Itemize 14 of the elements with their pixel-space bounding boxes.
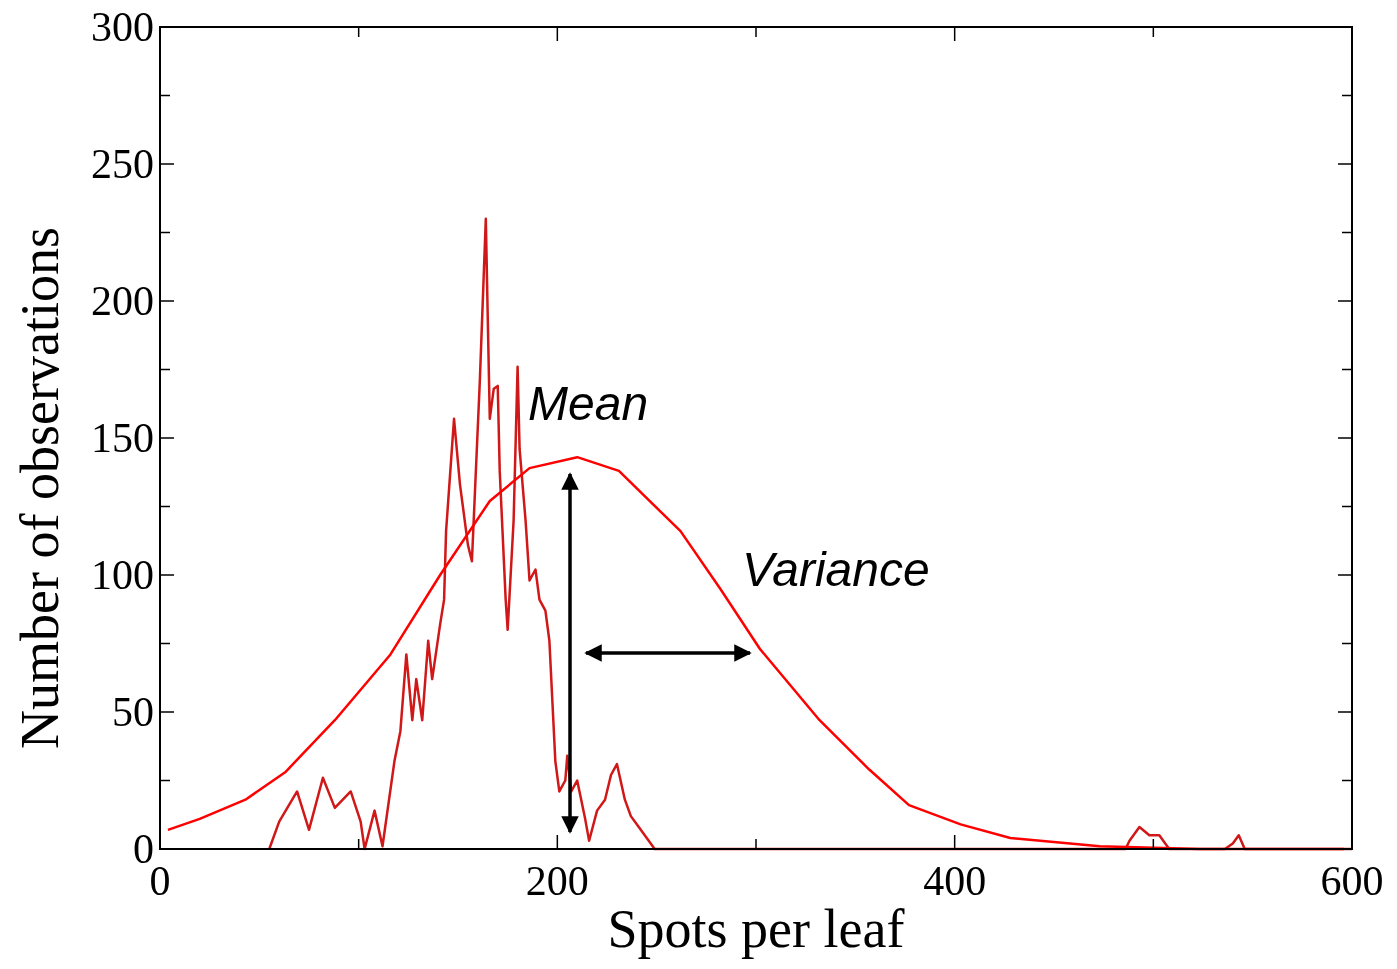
annotation: Variance bbox=[742, 543, 930, 596]
y-tick-label: 250 bbox=[91, 141, 154, 187]
y-tick-label: 50 bbox=[112, 689, 154, 735]
y-tick-label: 200 bbox=[91, 278, 154, 324]
y-tick-label: 100 bbox=[91, 552, 154, 598]
x-tick-label: 200 bbox=[525, 858, 589, 904]
x-tick-label: 400 bbox=[923, 858, 987, 904]
y-axis-title: Number of observations bbox=[10, 227, 70, 749]
y-tick-label: 150 bbox=[91, 415, 154, 461]
x-axis-title: Spots per leaf bbox=[607, 899, 905, 959]
y-tick-label: 300 bbox=[91, 4, 154, 50]
annotation: Mean bbox=[528, 377, 649, 430]
x-tick-label: 600 bbox=[1320, 858, 1384, 904]
y-tick-label: 0 bbox=[133, 826, 154, 872]
